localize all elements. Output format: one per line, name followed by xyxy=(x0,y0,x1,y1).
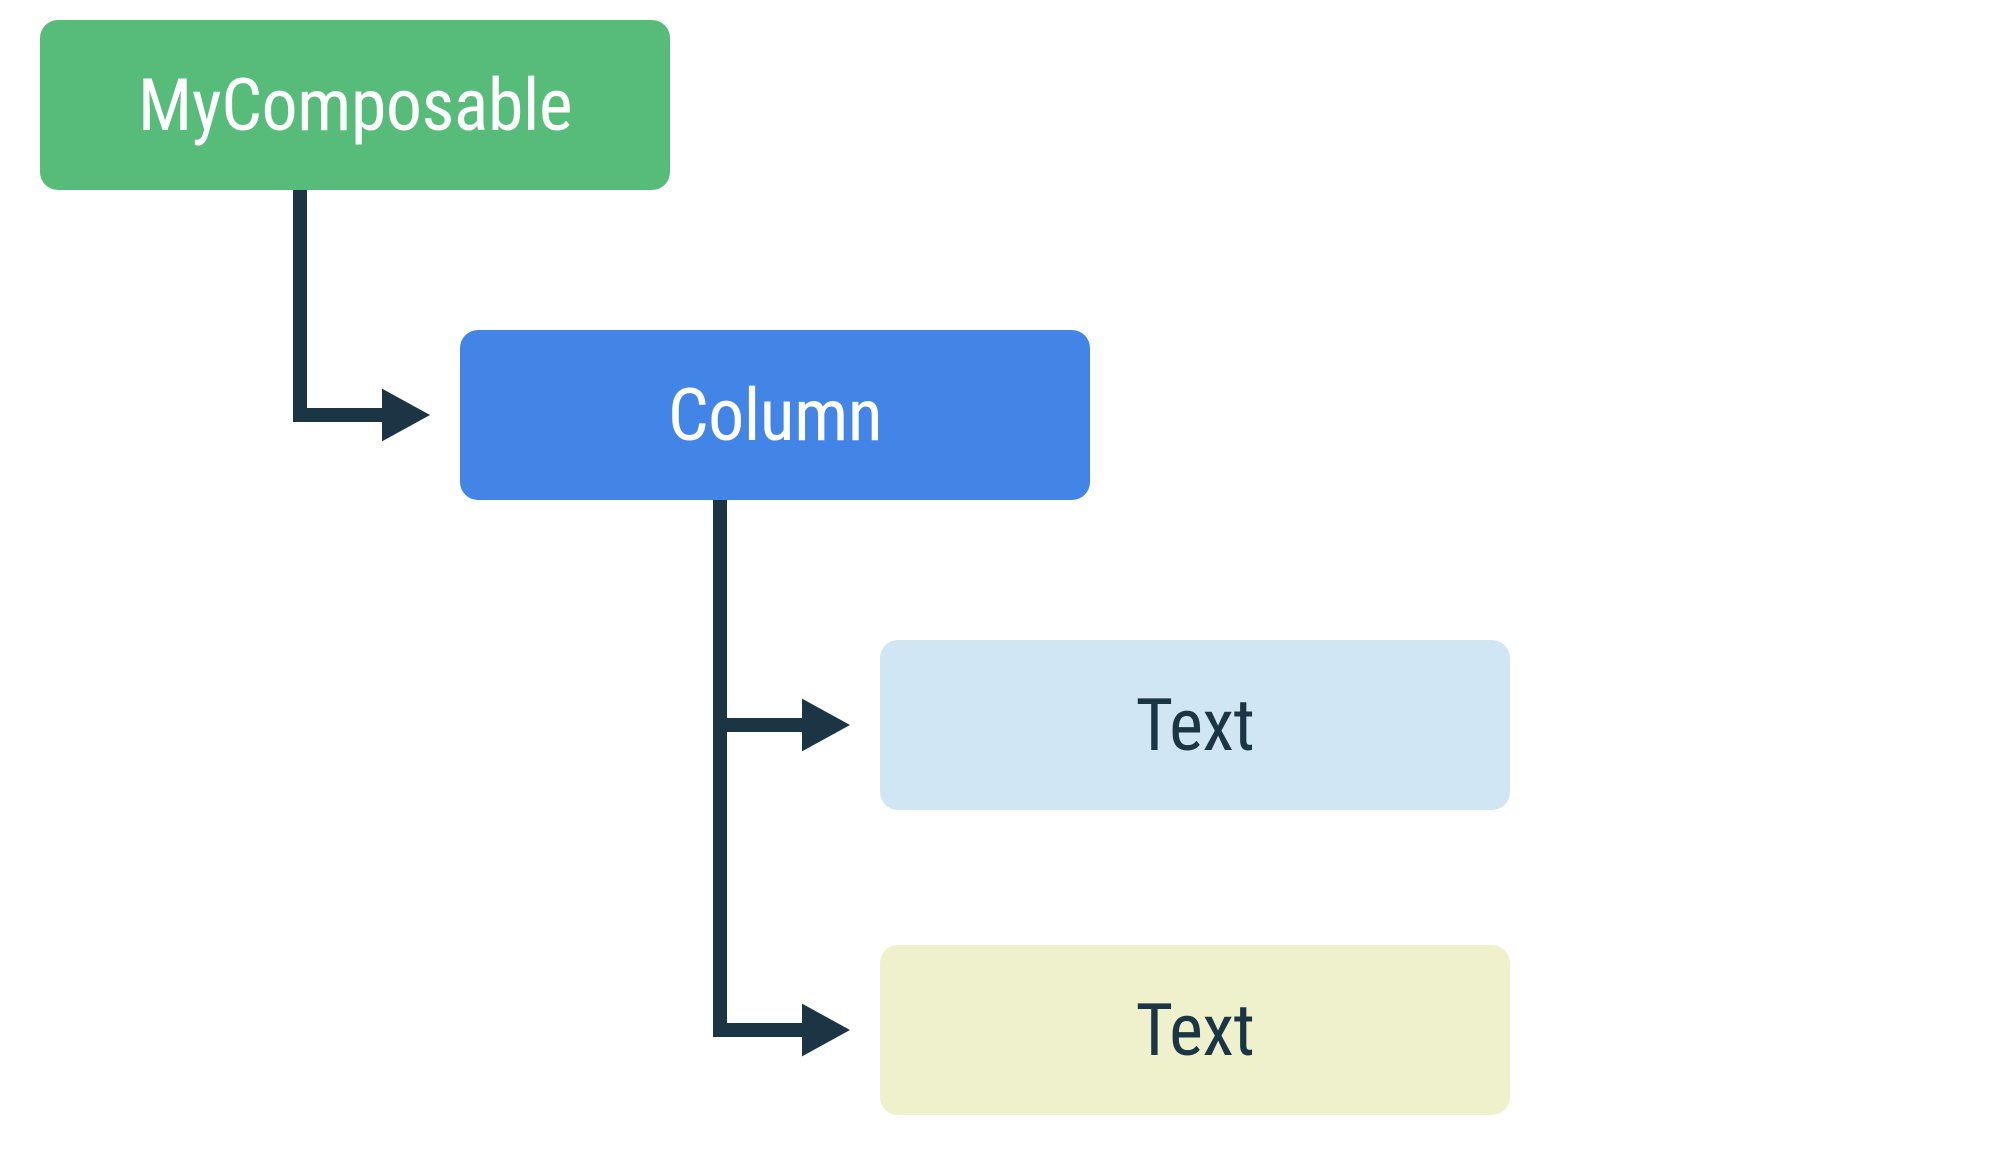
node-column: Column xyxy=(460,330,1090,500)
node-label: MyComposable xyxy=(138,63,572,148)
node-label: Text xyxy=(1136,683,1255,768)
node-text: Text xyxy=(880,640,1510,810)
node-text: Text xyxy=(880,945,1510,1115)
diagram-canvas: MyComposable Column Text Text xyxy=(0,0,1999,1170)
node-mycomposable: MyComposable xyxy=(40,20,670,190)
node-label: Text xyxy=(1136,988,1255,1073)
node-label: Column xyxy=(668,373,882,458)
